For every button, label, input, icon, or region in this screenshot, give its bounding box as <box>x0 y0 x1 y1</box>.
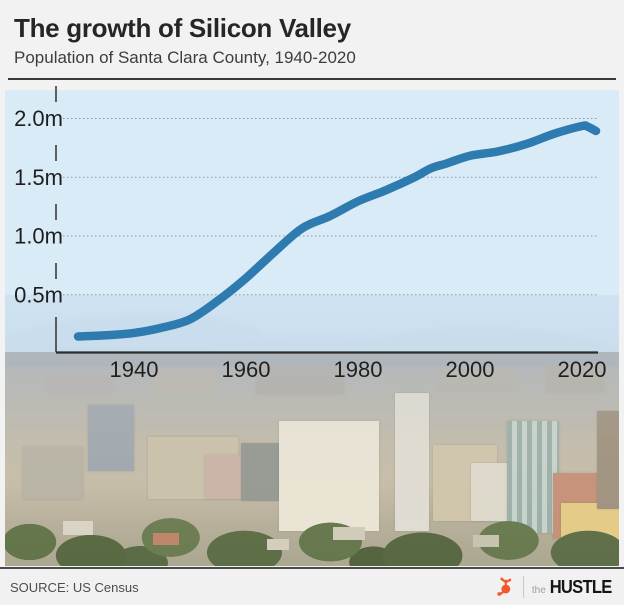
brand-divider <box>522 576 524 598</box>
brand-lockup: the HUSTLE <box>493 576 614 598</box>
page-subtitle: Population of Santa Clara County, 1940-2… <box>14 48 356 67</box>
brand-name: HUSTLE <box>549 576 612 597</box>
brand-text: the HUSTLE <box>532 577 614 598</box>
brand-prefix: the <box>531 584 546 596</box>
footer: SOURCE: US Census the HUSTLE <box>0 567 624 605</box>
hubspot-sprocket-icon <box>497 577 512 596</box>
chart-plot-background <box>5 90 619 352</box>
header-divider <box>8 78 616 80</box>
source-note: SOURCE: US Census <box>10 579 139 595</box>
page-title: The growth of Silicon Valley <box>14 13 351 43</box>
header: The growth of Silicon Valley Population … <box>0 0 624 80</box>
